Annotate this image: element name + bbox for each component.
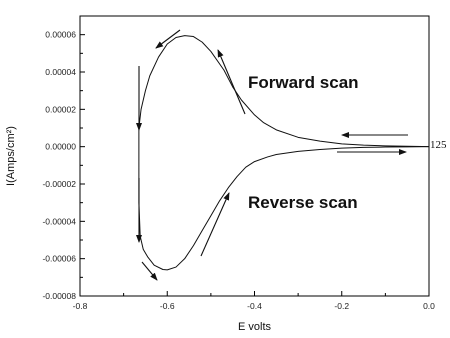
y-axis-ticks: -0.00008 -0.00006 -0.00004 -0.00002 0.00000 0…: [42, 30, 85, 301]
annotation-cycle-number: 125: [430, 139, 447, 151]
x-axis-title: E volts: [238, 321, 272, 333]
arrow-forward-peak: [155, 29, 181, 49]
reverse-scan-line: [138, 128, 430, 271]
x-tick-label: 0.0: [423, 301, 435, 311]
y-tick-label: -0.00006: [42, 254, 76, 264]
arrow-reverse-dip: [141, 261, 158, 281]
y-tick-label: 0.00004: [45, 67, 76, 77]
x-tick-label: -0.2: [334, 301, 349, 311]
y-tick-label: -0.00004: [42, 216, 76, 226]
y-tick-label: -0.00008: [42, 291, 76, 301]
annotation-forward-scan: Forward scan: [248, 73, 359, 92]
x-axis-ticks: -0.8 -0.6 -0.4 -0.2 0.0: [73, 291, 435, 311]
x-tick-label: -0.6: [160, 301, 175, 311]
y-tick-label: 0.00006: [45, 30, 76, 40]
x-tick-label: -0.8: [73, 301, 88, 311]
y-tick-label: -0.00002: [42, 179, 76, 189]
y-tick-label: 0.00002: [45, 104, 76, 114]
y-tick-label: 0.00000: [45, 142, 76, 152]
y-axis-title: I(Amps/cm²): [5, 126, 17, 186]
forward-scan-line: [138, 35, 430, 148]
annotation-reverse-scan: Reverse scan: [248, 193, 358, 212]
series-layer: [138, 35, 430, 271]
plot-frame: [79, 15, 430, 297]
scan-direction-arrows: [136, 29, 408, 281]
x-tick-label: -0.4: [247, 301, 262, 311]
arrow-forward-rise: [217, 49, 246, 115]
arrow-reverse-rise: [200, 192, 230, 257]
